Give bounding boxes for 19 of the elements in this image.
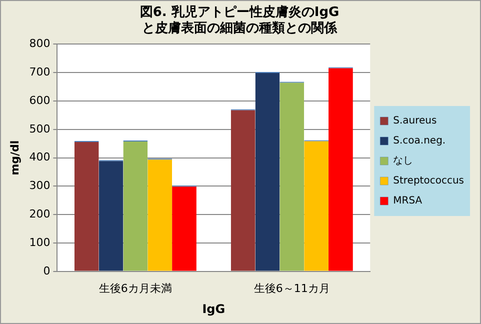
- y-tick-label: 400: [29, 150, 50, 164]
- chart-title: 図6. 乳児アトピー性皮膚炎のIgGと皮膚表面の細菌の種類との関係: [140, 4, 340, 36]
- y-tick-label: 200: [29, 207, 50, 220]
- legend-label: S.coa.neg.: [393, 136, 446, 147]
- y-tick-label: 600: [29, 94, 50, 107]
- legend-label: なし: [393, 156, 414, 167]
- legend-label: MRSA: [393, 196, 422, 207]
- y-tick-label: 800: [29, 37, 50, 50]
- x-tick-label: 生後6～11カ月: [254, 282, 330, 295]
- legend-label: S.aureus: [393, 116, 437, 127]
- y-tick-label: 500: [29, 122, 50, 136]
- y-tick-label: 700: [29, 65, 50, 78]
- x-tick-label: 生後6カ月未満: [98, 282, 172, 295]
- legend-label: Streptococcus: [393, 176, 464, 187]
- y-tick-label: 100: [29, 236, 50, 249]
- y-tick-label: 300: [29, 179, 50, 192]
- y-tick-label: 0: [43, 264, 50, 278]
- x-axis-title: IgG: [202, 302, 226, 316]
- y-axis-title: mg/dl: [8, 140, 22, 176]
